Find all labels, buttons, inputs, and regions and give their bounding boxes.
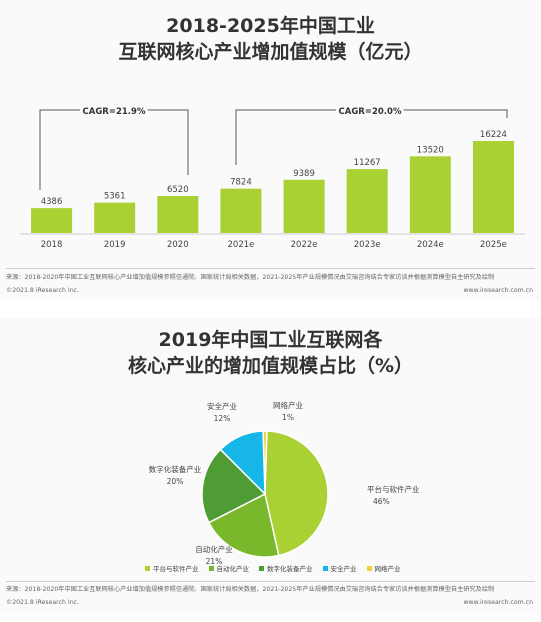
- bar-chart-title-line1: 2018-2025年中国工业: [166, 15, 375, 37]
- pie-chart-panel: 2019年中国工业互联网各 核心产业的增加值规模占比（%） 网络产业 1% 平台与软…: [0, 318, 541, 615]
- legend-label: 平台与软件产业: [153, 565, 199, 573]
- bar-chart-title-line2: 互联网核心产业增加值规模（亿元）: [118, 41, 423, 63]
- pie-footnote-rule: [6, 581, 535, 582]
- pie-slice: [201, 448, 267, 524]
- footnote-rule: [6, 268, 535, 269]
- pie-slice-value: 46%: [373, 497, 390, 506]
- legend-label: 网络产业: [374, 565, 401, 573]
- bar-2021e: [220, 188, 262, 233]
- bar-2019: [94, 202, 136, 233]
- bar-value-label: 9389: [293, 169, 315, 179]
- bar-value-label: 6520: [167, 185, 189, 195]
- pie-slice-value: 20%: [167, 477, 184, 486]
- bar-2018: [31, 208, 73, 233]
- x-tick-label: 2019: [104, 240, 126, 250]
- bar-2023e: [346, 169, 388, 233]
- cagr-bracket-1: [39, 109, 189, 190]
- bar-chart: 4386 2018 5361 2019 6520 2020 7824 2021e 9389 202…: [20, 104, 525, 250]
- pie-slice-value: 12%: [214, 414, 231, 423]
- bar-value-label: 16224: [480, 130, 507, 140]
- pie-chart-title-line2: 核心产业的增加值规模占比（%）: [127, 355, 414, 377]
- bar-2022e: [283, 179, 325, 233]
- pie-chart-title-line1: 2019年中国工业互联网各: [158, 329, 383, 351]
- pie-slice: [207, 492, 280, 558]
- x-tick-label: 2024e: [417, 240, 444, 250]
- bar-value-label: 7824: [230, 178, 252, 188]
- bar-2025e: [472, 141, 514, 233]
- cagr-label-1: CAGR=21.9%: [83, 107, 146, 117]
- panel-gap: [0, 300, 541, 318]
- bar-chart-panel: 2018-2025年中国工业 互联网核心产业增加值规模（亿元） 4386 2018…: [0, 0, 541, 300]
- bar-2020: [157, 196, 199, 233]
- legend-item: 数字化装备产业: [259, 563, 313, 573]
- pie-slice-value: 1%: [282, 413, 294, 422]
- pie-slice: [264, 430, 329, 557]
- pie-copyright: ©2021.8 iResearch Inc.: [6, 599, 79, 606]
- legend-item: 平台与软件产业: [145, 563, 199, 573]
- bar-value-label: 4386: [41, 197, 63, 207]
- pie-slice-label: 数字化装备产业: [149, 464, 202, 474]
- legend-swatch: [322, 565, 328, 571]
- pie-slice-label: 平台与软件产业: [367, 484, 420, 494]
- bar-value-label: 5361: [104, 192, 126, 202]
- x-tick-label: 2022e: [291, 240, 318, 250]
- bar-2024e: [409, 156, 451, 233]
- pie-footnote: 来源：2018-2020年中国工业互联网核心产业增加值规模参照信通院、国家统计局…: [6, 586, 495, 593]
- legend-swatch: [259, 565, 264, 571]
- legend-swatch: [145, 565, 150, 571]
- pie-slice-label: 安全产业: [207, 401, 237, 411]
- x-tick-label: 2023e: [354, 240, 381, 250]
- pie-slice-label: 自动化产业: [195, 544, 233, 554]
- bar-value-label: 13520: [417, 145, 444, 155]
- pie-slice: [219, 430, 266, 496]
- x-tick-label: 2021e: [228, 240, 255, 250]
- legend-item: 安全产业: [322, 563, 357, 573]
- legend-swatch: [208, 565, 214, 571]
- cagr-label-2: CAGR=20.0%: [339, 107, 402, 117]
- legend-item: 网络产业: [366, 563, 401, 573]
- legend-item: 自动化产业: [208, 563, 250, 573]
- bar-website: www.iresearch.com.cn: [463, 287, 533, 294]
- bar-footnote: 来源：2018-2020年中国工业互联网核心产业增加值规模参照信通院、国家统计局…: [6, 274, 495, 281]
- x-tick-label: 2020: [167, 240, 189, 250]
- pie-chart: 网络产业 1% 平台与软件产业 46% 自动化产业 21% 数字化装备产业 20% 安全产业 12…: [149, 400, 420, 566]
- x-tick-label: 2025e: [480, 240, 507, 250]
- bar-value-label: 11267: [354, 158, 381, 168]
- pie-slice-label: 网络产业: [273, 400, 303, 410]
- legend-label: 安全产业: [330, 565, 357, 573]
- cagr-bracket-2: [235, 109, 508, 165]
- bar-copyright: ©2021.8 iResearch Inc.: [6, 287, 79, 294]
- legend-label: 自动化产业: [216, 565, 250, 573]
- pie-website: www.iresearch.com.cn: [463, 599, 533, 606]
- pie-legend: 平台与软件产业 自动化产业 数字化装备产业 安全产业 网络产业: [145, 563, 401, 573]
- x-tick-label: 2018: [41, 240, 63, 250]
- legend-swatch: [366, 565, 372, 571]
- pie-slice-value: 21%: [206, 557, 223, 566]
- legend-label: 数字化装备产业: [267, 565, 313, 573]
